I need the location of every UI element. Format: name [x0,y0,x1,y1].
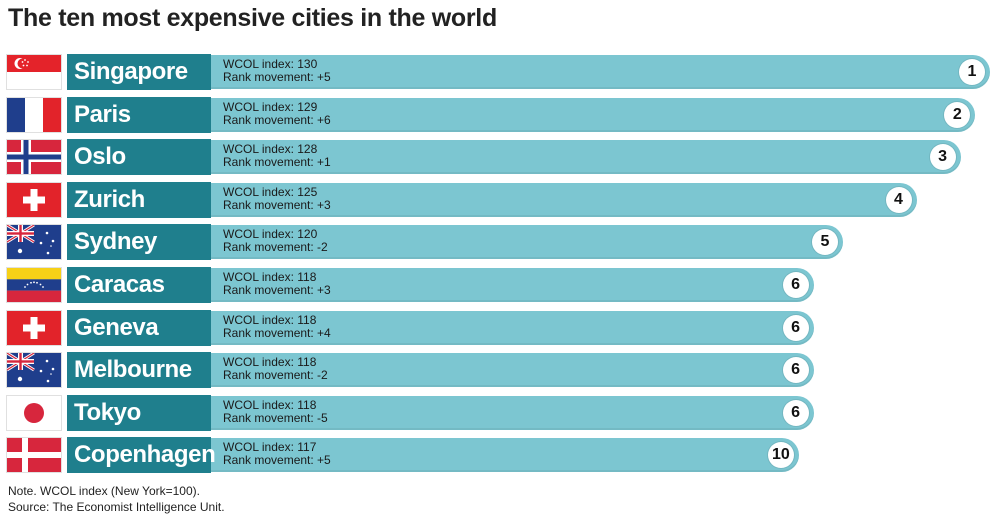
data-label: WCOL index: 118 Rank movement: -5 [223,397,328,425]
data-label: WCOL index: 118 Rank movement: +4 [223,312,331,340]
bar [210,225,843,260]
data-label: WCOL index: 129 Rank movement: +6 [223,99,331,127]
category-label: Zurich [67,181,211,218]
category-label: Copenhagen [67,437,216,474]
bar [210,55,990,89]
bar [210,395,814,430]
chart-note: Note. WCOL index (New York=100). [8,484,200,498]
denmark-flag [7,438,61,473]
category-label: Geneva [67,309,211,346]
index-value-label: WCOL index: 129 [223,99,318,114]
bar [210,438,799,473]
index-value-label: WCOL index: 130 [223,57,318,71]
category-label: Singapore [67,54,211,90]
data-label: WCOL index: 128 Rank movement: +1 [223,143,331,169]
australia-flag [7,353,61,388]
category-label: Tokyo [67,394,211,431]
rank-badge: 3 [929,144,956,171]
bar [210,353,814,388]
index-value-label: WCOL index: 118 [223,270,317,284]
category-label: Melbourne [67,352,211,389]
switzerland-flag [7,182,61,217]
category-label: Caracas [67,267,211,303]
index-value-label: WCOL index: 118 [223,355,317,370]
index-value-label: WCOL index: 128 [223,142,318,157]
bar [210,140,961,175]
rank-movement-label: Rank movement: +4 [223,325,331,340]
australia-flag [7,225,61,260]
singapore-flag [7,55,61,89]
bar [210,182,917,217]
bar-row: Singapore WCOL index: 130 Rank movement: +… [0,54,992,90]
norway-flag [7,140,61,175]
rank-movement-label: Rank movement: +5 [223,70,331,84]
bar-row: Geneva WCOL index: 118 Rank movement: +4 6 [0,309,992,346]
bar [210,97,976,132]
bar-row: Melbourne WCOL index: 118 Rank movement: -… [0,352,992,389]
index-value-label: WCOL index: 125 [223,184,318,199]
data-label: WCOL index: 118 Rank movement: -2 [223,356,328,382]
index-value-label: WCOL index: 118 [223,397,317,412]
data-label: WCOL index: 130 Rank movement: +5 [223,58,331,84]
rank-movement-label: Rank movement: +1 [223,155,331,170]
rank-badge: 10 [767,442,794,469]
rank-movement-label: Rank movement: +6 [223,112,331,127]
data-label: WCOL index: 118 Rank movement: +3 [223,271,331,297]
rank-movement-label: Rank movement: +3 [223,283,331,297]
bar-row: Copenhagen WCOL index: 117 Rank movement: … [0,437,992,474]
switzerland-flag [7,310,61,345]
data-label: WCOL index: 125 Rank movement: +3 [223,184,331,212]
bar-row: Sydney WCOL index: 120 Rank movement: -2 5 [0,224,992,261]
data-label: WCOL index: 120 Rank movement: -2 [223,228,328,254]
rank-movement-label: Rank movement: +5 [223,453,331,468]
france-flag [7,97,61,132]
rank-badge: 6 [782,272,809,298]
rank-badge: 6 [782,357,809,384]
index-value-label: WCOL index: 117 [223,440,317,455]
bar-row: Paris WCOL index: 129 Rank movement: +6 2 [0,96,992,133]
category-label: Paris [67,96,211,133]
rank-badge: 5 [812,229,838,256]
rank-badge: 6 [782,399,809,426]
venezuela-flag [7,268,61,302]
bar [210,310,814,345]
bar-row: Zurich WCOL index: 125 Rank movement: +3 4 [0,181,992,218]
rank-badge: 4 [885,186,912,213]
index-value-label: WCOL index: 118 [223,312,317,327]
rank-badge: 6 [782,314,809,341]
rank-badge: 1 [959,59,985,85]
bar-row: Oslo WCOL index: 128 Rank movement: +1 3 [0,139,992,176]
category-label: Oslo [67,139,211,176]
chart-source: Source: The Economist Intelligence Unit. [8,500,225,514]
rank-movement-label: Rank movement: +3 [223,197,331,212]
bar-row: Tokyo WCOL index: 118 Rank movement: -5 6 [0,394,992,431]
rank-movement-label: Rank movement: -2 [223,368,328,383]
index-value-label: WCOL index: 120 [223,227,318,242]
japan-flag [7,395,61,430]
category-label: Sydney [67,224,211,261]
bar-row: Caracas WCOL index: 118 Rank movement: +3 6 [0,267,992,303]
chart-title: The ten most expensive cities in the wor… [8,4,497,32]
rank-movement-label: Rank movement: -5 [223,410,328,425]
bar [210,268,814,302]
rank-badge: 2 [944,101,971,128]
rank-movement-label: Rank movement: -2 [223,240,328,255]
data-label: WCOL index: 117 Rank movement: +5 [223,441,331,467]
